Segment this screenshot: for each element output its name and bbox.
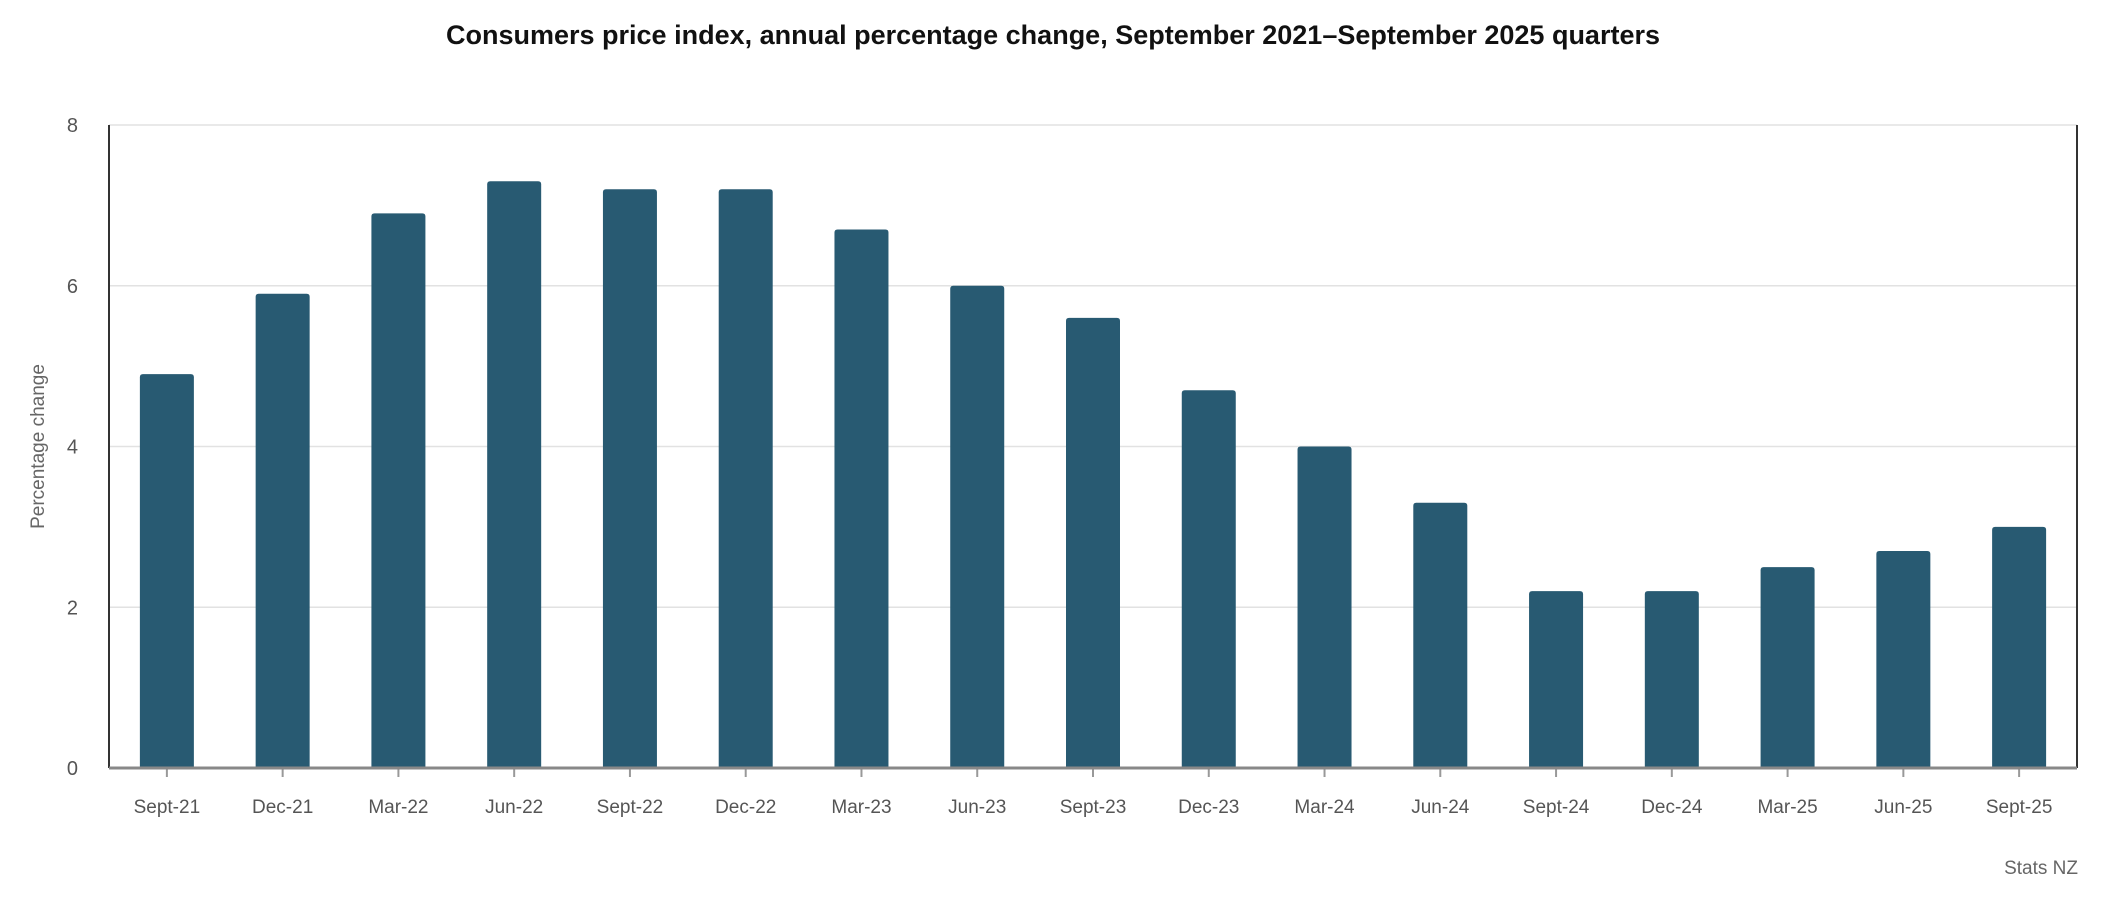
x-tick-label: Mar-22 [368, 797, 428, 818]
bar [1181, 390, 1236, 768]
bar [139, 374, 194, 768]
y-tick-label: 4 [67, 437, 78, 459]
bar [1529, 591, 1584, 768]
y-tick-label: 6 [67, 276, 78, 298]
bar [1297, 446, 1352, 768]
bar [1992, 526, 2047, 768]
bar [1760, 567, 1815, 768]
x-tick-label: Jun-25 [1874, 797, 1932, 818]
source-label: Stats NZ [2004, 858, 2078, 879]
x-tick-label: Mar-25 [1757, 797, 1817, 818]
x-tick-label: Mar-23 [831, 797, 891, 818]
y-tick-label: 2 [67, 597, 78, 619]
x-tick-label: Dec-23 [1178, 797, 1239, 818]
x-tick-label: Sept-24 [1523, 797, 1590, 818]
chart-title: Consumers price index, annual percentage… [446, 20, 1660, 50]
bar [255, 293, 310, 768]
bar [1644, 591, 1699, 768]
x-tick-label: Jun-23 [948, 797, 1006, 818]
x-tick-label: Dec-22 [715, 797, 776, 818]
bar [487, 181, 542, 768]
bar [602, 189, 657, 769]
y-axis-title: Percentage change [28, 364, 49, 529]
bar [1876, 550, 1931, 768]
bar [1413, 502, 1468, 768]
bar [718, 189, 773, 769]
y-tick-label: 8 [67, 115, 78, 137]
x-tick-label: Dec-24 [1641, 797, 1703, 818]
x-tick-label: Dec-21 [252, 797, 313, 818]
bar [371, 213, 426, 769]
x-tick-label: Mar-24 [1294, 797, 1355, 818]
bar [950, 285, 1005, 768]
x-tick-label: Jun-24 [1411, 797, 1470, 818]
x-tick-label: Sept-21 [134, 797, 201, 818]
y-tick-label: 0 [67, 758, 78, 780]
bar [1066, 317, 1120, 768]
x-tick-label: Jun-22 [485, 797, 543, 818]
x-tick-label: Sept-25 [1986, 797, 2053, 818]
bar [834, 229, 889, 769]
x-tick-label: Sept-22 [597, 797, 664, 818]
x-tick-label: Sept-23 [1060, 797, 1127, 818]
